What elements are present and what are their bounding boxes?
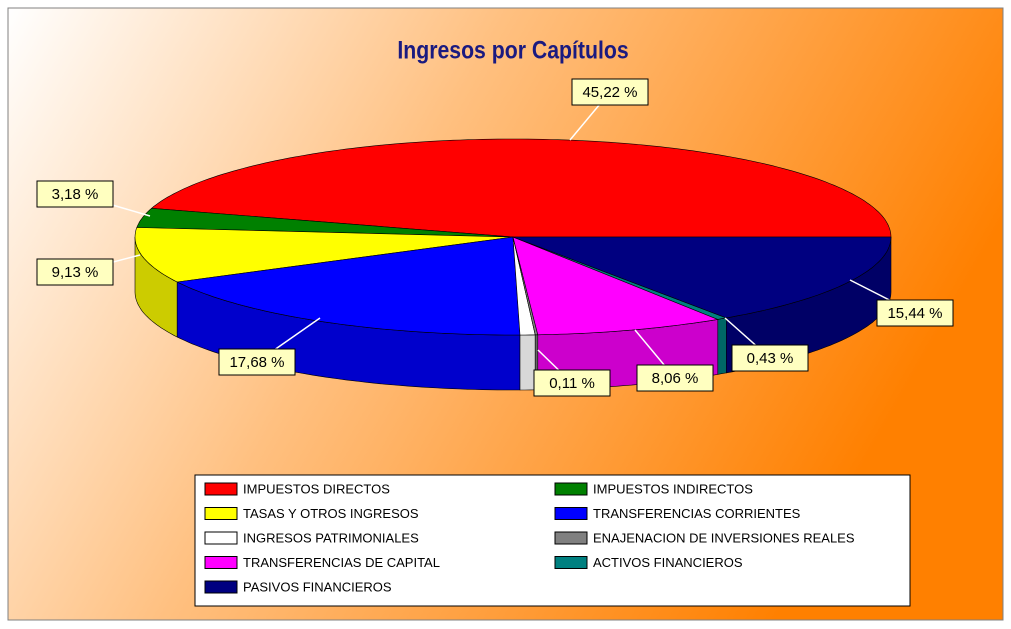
data-label: 9,13 % [52,264,99,281]
data-label-box [533,369,611,397]
legend-label: TASAS Y OTROS INGRESOS [243,506,419,521]
slice [134,227,514,283]
data-label: 17,68 % [229,354,284,371]
data-label-box [571,78,649,106]
legend-swatch [554,531,588,545]
legend-swatch [204,507,238,520]
data-label: 0,11 % [549,375,595,392]
slice-side [519,334,536,391]
data-label: 0,43 % [747,350,794,367]
legend-label: PASIVOS FINANCIEROS [243,579,392,594]
data-label: 8,06 % [652,370,699,387]
data-label-box [218,348,296,376]
legend-swatch [554,556,588,569]
legend-label: TRANSFERENCIAS CORRIENTES [593,506,801,521]
legend-box [194,474,911,607]
legend-swatch [554,482,588,496]
legend-label: ENAJENACION DE INVERSIONES REALES [593,530,855,545]
data-label-box [36,180,114,208]
slice [176,236,521,336]
legend-swatch [204,531,238,545]
data-label-box [36,258,114,286]
slice-side [717,317,727,375]
legend-swatch [204,580,238,594]
legend-label: ACTIVOS FINANCIEROS [593,555,743,570]
slice [150,138,892,238]
legend: IMPUESTOS DIRECTOS IMPUESTOS INDIRECTOS TA… [204,481,855,594]
legend-label: TRANSFERENCIAS DE CAPITAL [243,555,440,570]
data-labels: 45,22 % 3,18 % 9,13 % 17,68 % 0,11 % 8,06 % 0,… [36,78,954,397]
data-label: 3,18 % [52,186,99,203]
legend-label: IMPUESTOS DIRECTOS [243,481,390,496]
legend-swatch [204,482,238,496]
data-label-box [876,299,954,327]
legend-swatch [204,556,238,569]
legend-swatch [554,507,588,520]
slice [512,236,719,336]
chart-title: Ingresos por Capítulos [397,36,628,64]
data-label: 15,44 % [887,305,942,322]
data-label-box [731,344,809,372]
legend-label: IMPUESTOS INDIRECTOS [593,481,753,496]
slice [512,236,892,319]
legend-label: INGRESOS PATRIMONIALES [243,530,419,545]
data-label-box [636,364,714,392]
data-label: 45,22 % [582,84,637,101]
